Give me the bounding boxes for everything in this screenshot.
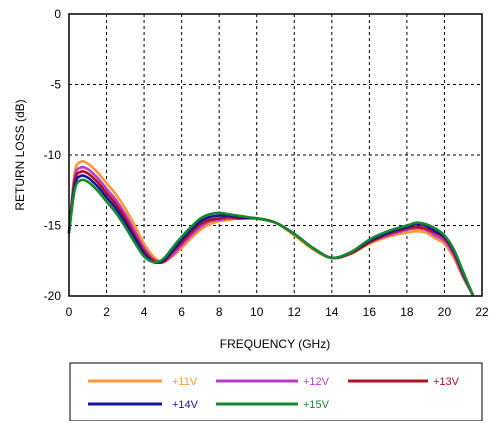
x-tick-label: 14 bbox=[325, 305, 339, 319]
x-tick-label: 6 bbox=[178, 305, 185, 319]
y-axis-label: RETURN LOSS (dB) bbox=[13, 99, 27, 210]
legend: +11V +12V +13V +14V +15V bbox=[88, 376, 460, 411]
x-tick-label: 20 bbox=[438, 305, 452, 319]
legend-box bbox=[69, 362, 483, 421]
x-tick-label: 18 bbox=[400, 305, 414, 319]
legend-label-plus15v: +15V bbox=[303, 399, 330, 411]
series-line-plus12v bbox=[67, 165, 474, 296]
x-tick-label: 10 bbox=[250, 305, 264, 319]
y-tick-label: 0 bbox=[54, 7, 61, 21]
x-tick-label: 0 bbox=[66, 305, 73, 319]
x-tick-label: 12 bbox=[288, 305, 302, 319]
series-line-plus15v bbox=[67, 178, 474, 296]
legend-label-plus12v: +12V bbox=[303, 376, 330, 388]
series-line-plus11v bbox=[67, 160, 474, 296]
y-tick-label: -20 bbox=[44, 289, 62, 303]
y-tick-label: -5 bbox=[50, 78, 61, 92]
series-line-plus13v bbox=[67, 170, 474, 296]
x-tick-label: 22 bbox=[475, 305, 489, 319]
legend-label-plus13v: +13V bbox=[433, 376, 460, 388]
x-tick-label: 4 bbox=[141, 305, 148, 319]
x-tick-label: 16 bbox=[363, 305, 377, 319]
y-tick-label: -10 bbox=[44, 148, 62, 162]
series-lines bbox=[67, 160, 474, 296]
series-line-plus14v bbox=[67, 174, 474, 296]
legend-label-plus11v: +11V bbox=[172, 376, 198, 388]
x-tick-label: 2 bbox=[103, 305, 110, 319]
x-axis-label: FREQUENCY (GHz) bbox=[220, 337, 330, 351]
x-tick-labels: 0 2 4 6 8 10 12 14 16 18 20 22 bbox=[66, 305, 489, 319]
y-tick-label: -15 bbox=[44, 219, 62, 233]
legend-label-plus14v: +14V bbox=[172, 399, 199, 411]
y-tick-labels: 0 -5 -10 -15 -20 bbox=[44, 7, 62, 303]
plot-frame bbox=[68, 13, 483, 297]
x-tick-label: 8 bbox=[216, 305, 223, 319]
